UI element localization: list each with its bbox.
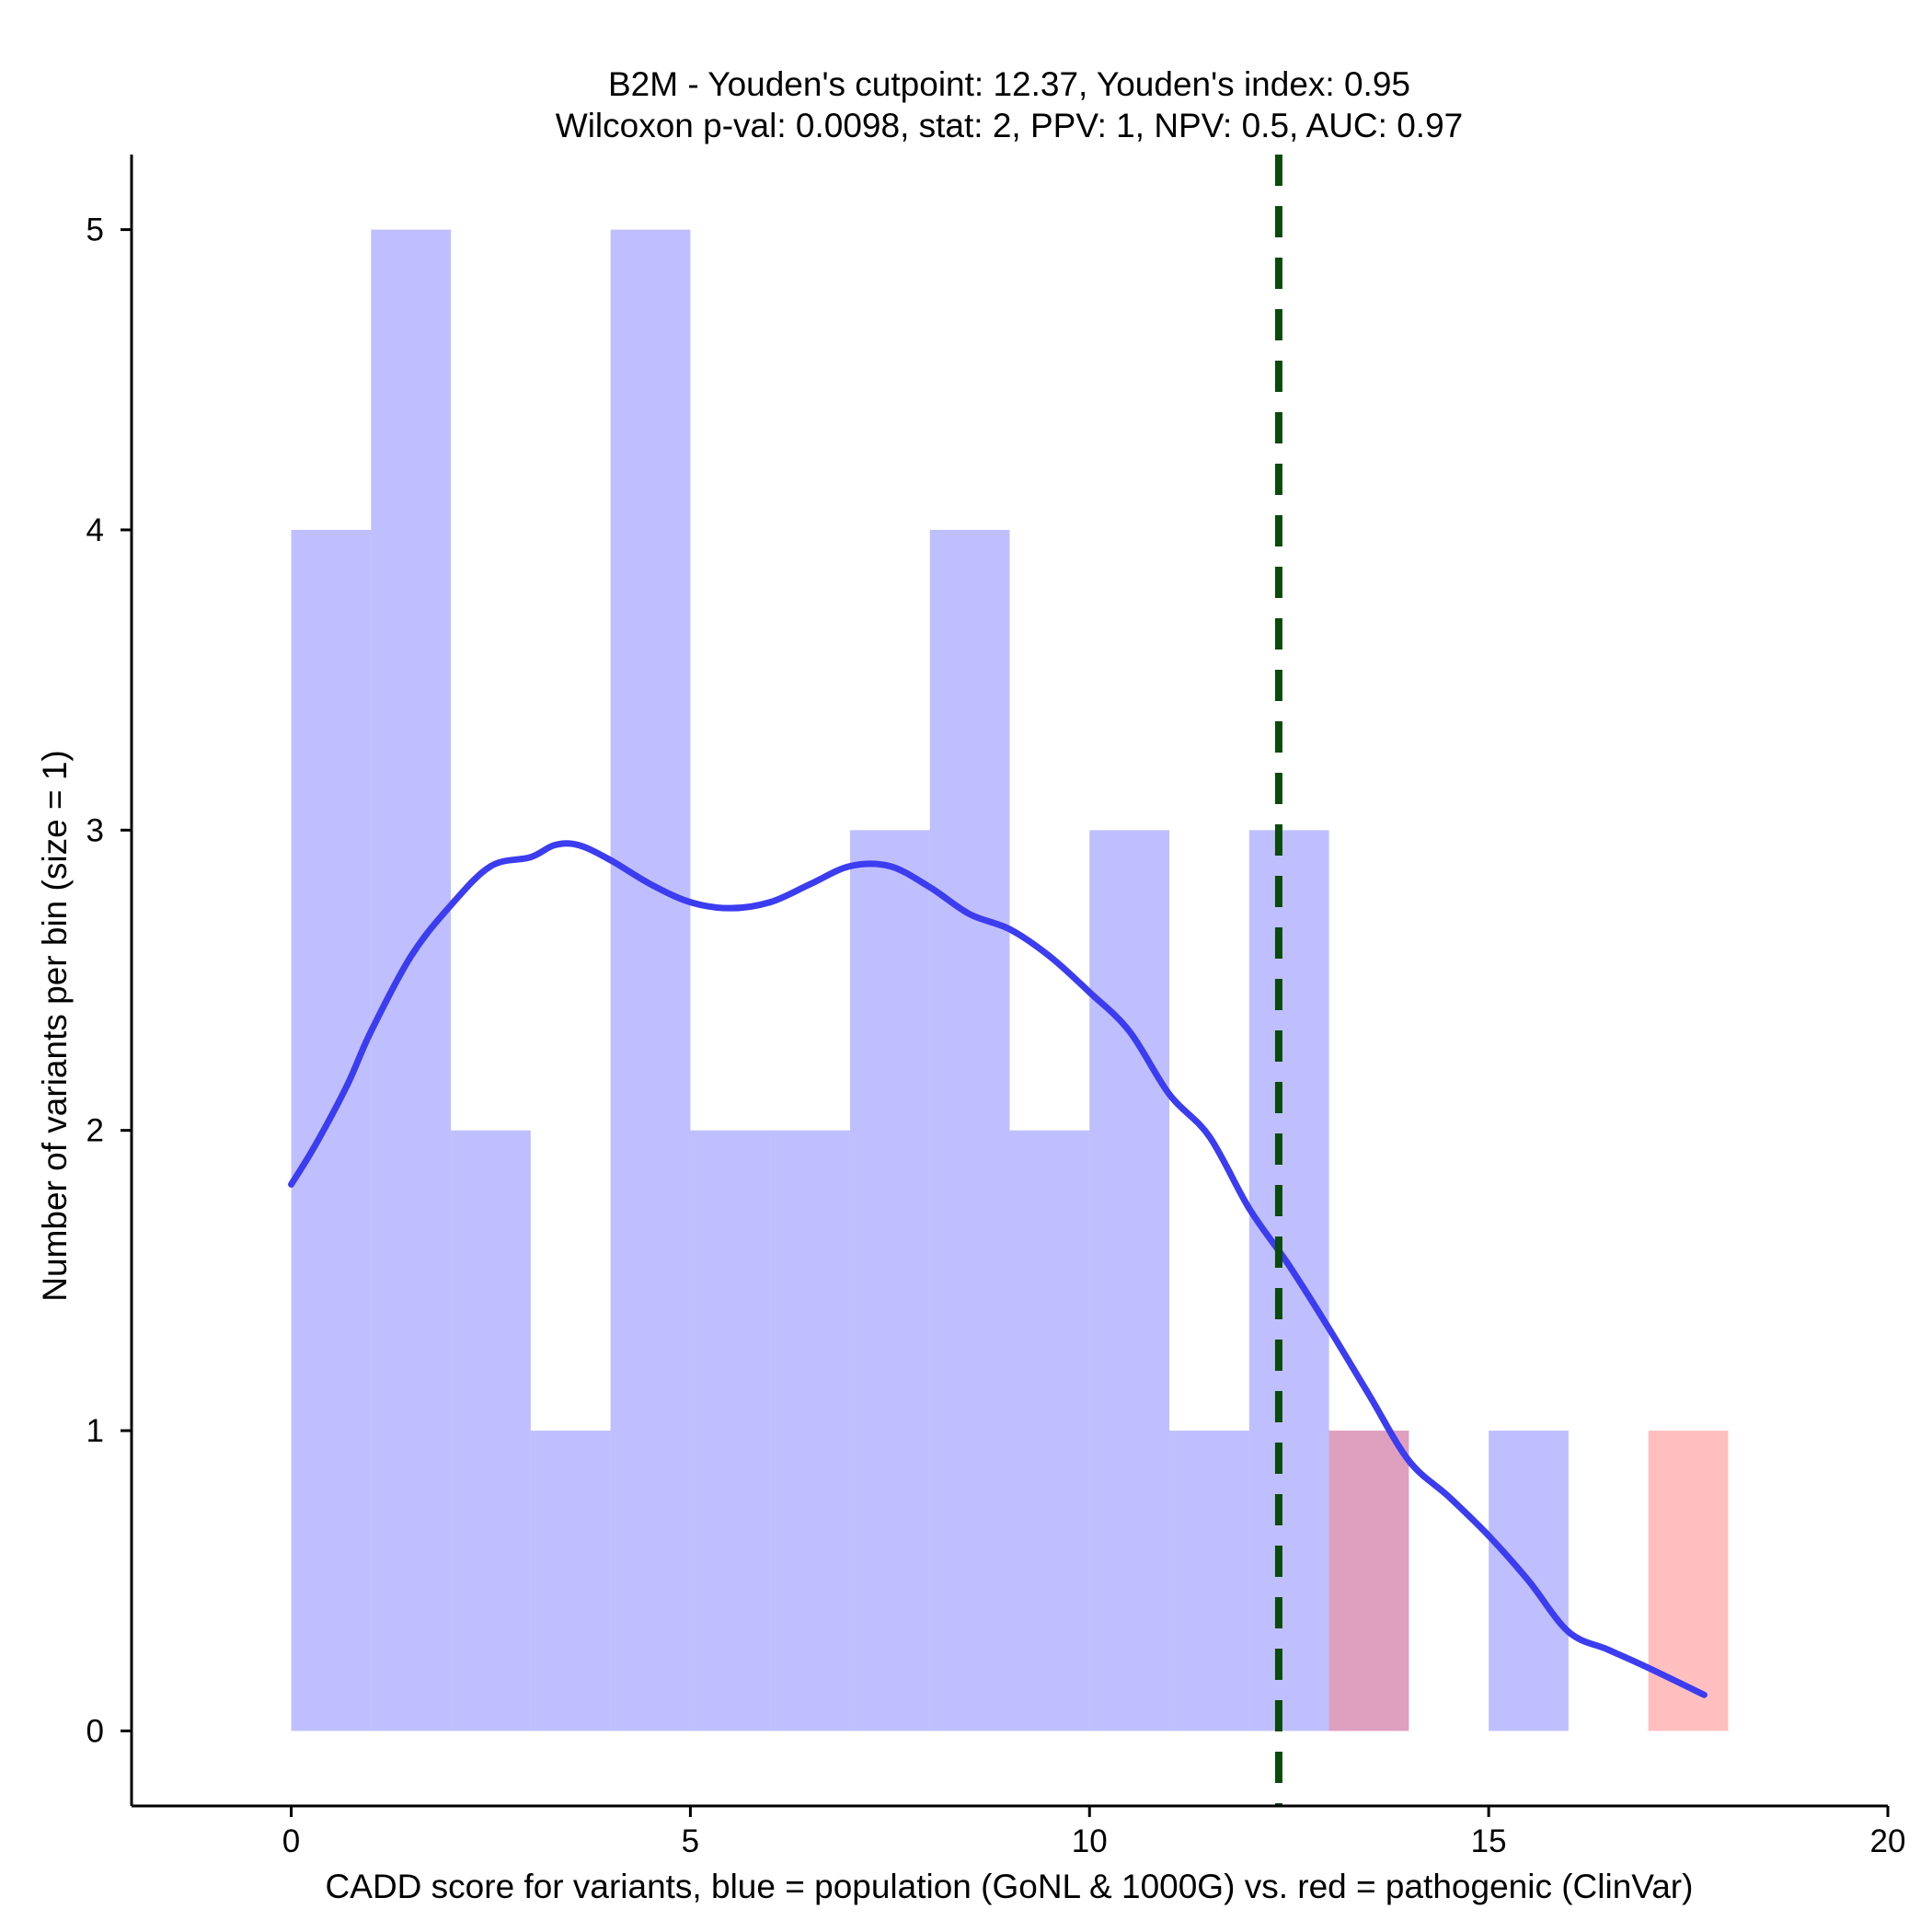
y-axis-label: Number of variants per bin (size = 1) xyxy=(36,750,74,1301)
axes: 0 5 10 15 20 0 1 2 3 4 5 xyxy=(86,155,1906,1859)
pathogenic-bar-13 xyxy=(1328,1431,1409,1731)
population-bar-2 xyxy=(451,1130,531,1731)
x-tick-label-15: 15 xyxy=(1471,1823,1507,1859)
x-axis-label: CADD score for variants, blue = populati… xyxy=(326,1868,1694,1905)
y-tick-label-5: 5 xyxy=(86,213,104,248)
population-bar-11 xyxy=(1169,1431,1249,1731)
population-bar-1 xyxy=(371,229,452,1731)
population-bar-9 xyxy=(1009,1130,1090,1731)
pathogenic-bar-17 xyxy=(1648,1431,1729,1731)
y-tick-label-1: 1 xyxy=(86,1413,104,1449)
population-bar-6 xyxy=(770,1130,850,1731)
x-tick-label-0: 0 xyxy=(282,1823,300,1859)
density-curve xyxy=(288,840,1708,1698)
x-tick-label-10: 10 xyxy=(1072,1823,1108,1859)
population-bar-7 xyxy=(849,830,930,1731)
y-tick-label-0: 0 xyxy=(86,1713,104,1749)
density-curve-layer xyxy=(288,840,1708,1698)
y-tick-label-3: 3 xyxy=(86,812,104,848)
population-bar-5 xyxy=(690,1130,771,1731)
population-bar-10 xyxy=(1089,830,1170,1731)
population-bar-3 xyxy=(530,1431,611,1731)
histogram-bars xyxy=(291,229,1729,1731)
chart-title-line1: B2M - Youden's cutpoint: 12.37, Youden's… xyxy=(608,65,1410,103)
population-bar-8 xyxy=(929,529,1010,1731)
y-tick-label-4: 4 xyxy=(86,512,104,548)
x-tick-label-5: 5 xyxy=(682,1823,699,1859)
x-tick-label-20: 20 xyxy=(1870,1823,1906,1859)
chart-title-line2: Wilcoxon p-val: 0.0098, stat: 2, PPV: 1,… xyxy=(556,107,1463,144)
population-bar-12 xyxy=(1248,830,1329,1731)
y-tick-label-2: 2 xyxy=(86,1113,104,1149)
population-bar-0 xyxy=(291,529,372,1731)
population-bar-4 xyxy=(610,229,691,1731)
